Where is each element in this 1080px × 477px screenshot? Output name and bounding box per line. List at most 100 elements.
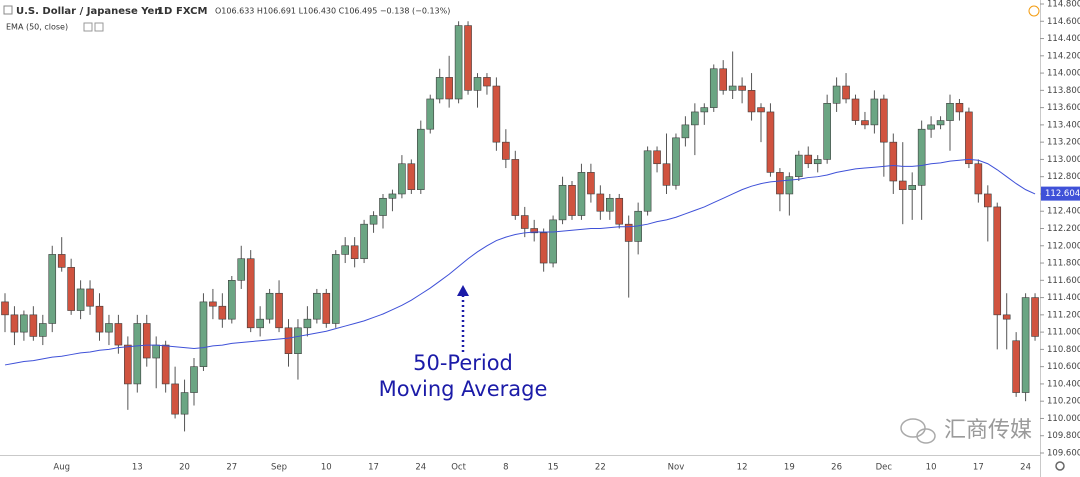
candle [237, 245, 246, 289]
collapse-icon[interactable] [3, 5, 13, 15]
candle-body [294, 327, 302, 355]
candle-body [199, 301, 208, 367]
candle [738, 77, 746, 104]
candle-body [747, 90, 756, 113]
candle-body [416, 128, 425, 190]
y-tick-label: 111.000 [1047, 328, 1080, 338]
candle [10, 306, 19, 346]
candle-body [142, 323, 151, 359]
candle-body [653, 150, 661, 165]
x-tick-label: 8 [503, 463, 508, 473]
candle [379, 193, 387, 229]
candle-body [38, 323, 47, 337]
candle-body [57, 254, 66, 268]
candle-body [313, 292, 321, 320]
candle [95, 293, 104, 341]
arrow-head [457, 285, 469, 296]
candle [124, 336, 132, 410]
candle-body [605, 197, 614, 212]
candle [880, 94, 888, 177]
candle-body [398, 163, 406, 195]
candle [133, 314, 142, 393]
y-tick-label: 112.000 [1047, 241, 1080, 251]
source: FXCM [176, 6, 208, 17]
candle [766, 103, 775, 177]
x-tick-label: Nov [668, 463, 685, 473]
settings-icon[interactable] [1055, 461, 1065, 471]
candle [662, 133, 671, 194]
candle [955, 98, 964, 121]
candle-body [445, 77, 453, 100]
y-tick-label: 114.000 [1047, 69, 1080, 79]
y-tick-label: 113.200 [1047, 138, 1080, 148]
candle-body [927, 124, 935, 130]
y-tick-label: 114.400 [1047, 34, 1080, 44]
candle-body [95, 305, 104, 333]
ohlc-legend: O106.633 H106.691 L106.430 C106.495 −0.1… [215, 7, 450, 16]
candle-body [728, 85, 737, 91]
candle [416, 120, 425, 194]
candle [105, 314, 113, 346]
candle-body [946, 102, 954, 121]
candle-body [908, 185, 917, 190]
interval: 1D [157, 6, 172, 17]
candle-body [407, 163, 416, 190]
candle [520, 206, 529, 238]
candle [313, 288, 321, 324]
candle-body [180, 392, 189, 415]
candle-body [596, 193, 605, 212]
candle [917, 120, 926, 220]
candle [1031, 293, 1039, 341]
candle [398, 155, 406, 199]
candle [719, 60, 728, 95]
x-tick-label: 13 [132, 463, 143, 473]
candle-body [577, 172, 586, 216]
candle [426, 94, 435, 134]
candle [842, 73, 850, 104]
candle [388, 189, 397, 212]
candle-body [643, 150, 652, 212]
candle-body [426, 98, 435, 130]
candle-body [861, 120, 869, 126]
candle-body [379, 197, 387, 216]
candle-body [785, 176, 794, 195]
candle-body [388, 193, 397, 199]
x-tick-label: 10 [321, 463, 332, 473]
candle [643, 146, 652, 216]
watermark-text: 汇商传媒 [944, 418, 1032, 443]
candle [331, 250, 340, 328]
candle [38, 314, 47, 346]
candle-body [152, 344, 160, 359]
x-tick-label: 20 [179, 463, 190, 473]
candle [161, 340, 170, 393]
candle-body [1002, 314, 1011, 320]
candle-body [1012, 340, 1020, 393]
candle-body [284, 327, 293, 355]
candle [946, 94, 954, 151]
candle-body [898, 180, 907, 190]
candle [190, 358, 198, 406]
x-tick-label: Aug [53, 463, 70, 473]
candle [568, 181, 576, 220]
candle-body [719, 68, 728, 91]
candle-body [936, 120, 945, 126]
candle-body [766, 111, 775, 173]
indicator-settings[interactable] [83, 22, 93, 32]
alert-icon[interactable] [1028, 5, 1040, 17]
candle-body [700, 107, 709, 113]
candle [624, 215, 633, 298]
candle [549, 215, 557, 268]
candle-body [350, 245, 359, 260]
candle-body [76, 288, 85, 311]
y-tick-label: 114.200 [1047, 51, 1080, 61]
candle-body [539, 232, 548, 264]
candle [993, 202, 1002, 350]
x-tick-label: Sep [271, 463, 287, 473]
candle [672, 133, 680, 190]
y-tick-label: 112.400 [1047, 207, 1080, 217]
candle [832, 77, 841, 112]
indicator-remove[interactable] [94, 22, 104, 32]
candle-body [331, 254, 340, 324]
candle [511, 150, 520, 220]
candle-body [10, 314, 19, 333]
